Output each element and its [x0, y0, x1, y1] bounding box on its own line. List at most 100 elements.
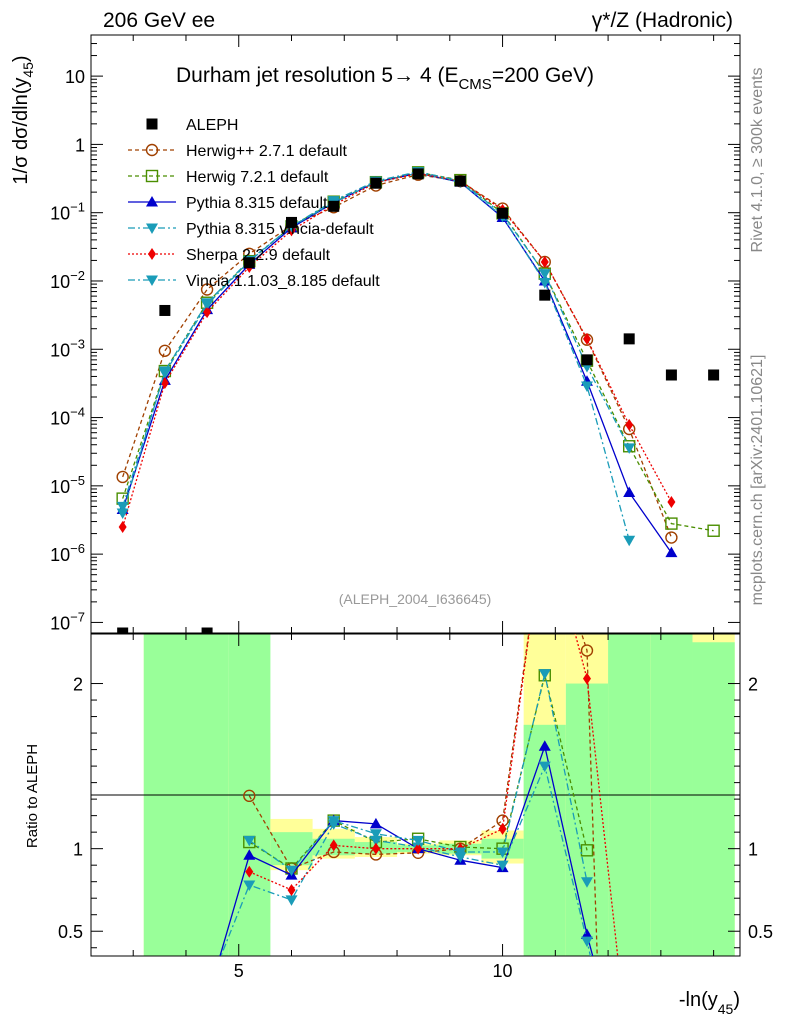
series-point [158, 366, 171, 378]
legend-marker [146, 118, 158, 130]
x-axis-label: -ln(y45) [679, 989, 740, 1017]
ratio-band-green [650, 634, 693, 956]
ratio-line [248, 673, 588, 882]
ratio-tick-label: 0.5 [748, 922, 773, 942]
ratio-plot [219, 634, 619, 956]
aleph-point [201, 627, 213, 633]
y-axis-label: 1/σ dσ/dln(y45) [10, 55, 36, 184]
aleph-point [412, 168, 424, 180]
aleph-point [539, 289, 551, 301]
ratio-point [287, 883, 296, 896]
series-point [625, 418, 634, 431]
legend-label: ALEPH [186, 117, 238, 134]
aleph-point [117, 627, 129, 633]
aleph-point [370, 177, 382, 189]
y-tick-label: 10−4 [50, 405, 85, 429]
ratio-band-green [523, 724, 566, 956]
legend-marker [148, 248, 156, 260]
series-point [201, 298, 214, 309]
ratio-point [414, 842, 423, 855]
main-plot [116, 166, 720, 633]
ratio-band-green [608, 634, 651, 956]
y-tick-label: 10−6 [50, 541, 85, 565]
series-point [667, 496, 676, 509]
y-tick-label: 1 [75, 135, 85, 155]
legend-marker [145, 143, 159, 157]
series-point [623, 486, 636, 497]
aleph-point [623, 333, 635, 345]
ratio-point [580, 644, 594, 657]
legend-label: Vincia 1.1.03_8.185 default [186, 273, 380, 290]
series-point [200, 283, 214, 296]
y-tick-label: 10−5 [50, 473, 85, 497]
legend-label: Pythia 8.315 default [186, 195, 328, 212]
ratio-tick-label: 2 [73, 675, 83, 695]
aleph-point [665, 369, 677, 381]
aleph-point [159, 304, 171, 316]
ratio-point [243, 835, 256, 847]
header-process: γ*/Z (Hadronic) [592, 9, 733, 32]
legend-label: Sherpa 2.2.9 default [186, 247, 331, 264]
aleph-point [454, 175, 466, 187]
ratio-point [371, 842, 380, 855]
ratio-point [243, 849, 256, 860]
ratio-point [245, 865, 254, 878]
legend-label: Pythia 8.315 vincia-default [186, 221, 374, 238]
ratio-point [285, 895, 298, 906]
series-point [665, 531, 678, 544]
ratio-y-label: Ratio to ALEPH [24, 744, 41, 848]
aleph-point [581, 354, 593, 366]
series-point [118, 520, 127, 533]
aleph-point [497, 207, 509, 219]
y-tick-label: 10−1 [50, 200, 85, 224]
ratio-point [538, 740, 551, 751]
header-energy: 206 GeV ee [103, 9, 215, 32]
ratio-band-green [565, 683, 609, 956]
legend-label: Herwig++ 2.7.1 default [186, 143, 348, 160]
rivet-label: Rivet 4.1.0, ≥ 300k events [749, 68, 766, 253]
ratio-line [248, 634, 598, 956]
ratio-point [243, 789, 256, 803]
main-frame [90, 34, 741, 634]
series-point [540, 255, 549, 268]
series-point [707, 524, 720, 537]
legend-marker [146, 275, 158, 286]
ratio-line [249, 634, 619, 956]
ratio-point [329, 839, 338, 852]
legend-marker [146, 196, 158, 207]
series-point [116, 470, 129, 484]
legend: ALEPH Herwig++ 2.7.1 default Herwig 7.2.1 … [128, 117, 380, 290]
series-point [203, 306, 212, 319]
ratio-point [580, 928, 593, 940]
series-point [538, 269, 551, 280]
ratio-point [538, 669, 551, 680]
series-point [623, 535, 636, 547]
aleph-point [243, 257, 255, 269]
ratio-band-green [692, 642, 735, 956]
series-line [122, 174, 673, 538]
axes: 5 10 10−7 10−6 10−5 10−4 10−3 10−2 10−1 1 10 0.5 0.5… [50, 34, 773, 981]
analysis-tag: (ALEPH_2004_I636645) [339, 591, 492, 607]
ratio-point [327, 816, 340, 827]
ratio-tick-label: 1 [73, 840, 83, 860]
series-line [122, 172, 672, 528]
legend-marker [146, 223, 158, 234]
series-point [623, 443, 636, 454]
ratio-point [580, 877, 593, 888]
legend-label: Herwig 7.2.1 default [186, 169, 329, 186]
ratio-point [538, 761, 551, 773]
ratio-point [498, 822, 507, 835]
ratio-point [580, 936, 593, 948]
series-point [158, 344, 172, 357]
series-point [538, 278, 551, 289]
ratio-point [454, 847, 467, 858]
ratio-point [412, 835, 425, 847]
ratio-point [369, 835, 382, 847]
y-tick-label: 10−3 [50, 336, 85, 360]
x-tick-label: 5 [234, 961, 244, 981]
ratio-point [496, 860, 509, 872]
plot-title: Durham jet resolution 5→ 4 (ECMS=200 GeV… [176, 64, 594, 93]
ratio-point [369, 817, 382, 829]
series-point [580, 381, 593, 392]
